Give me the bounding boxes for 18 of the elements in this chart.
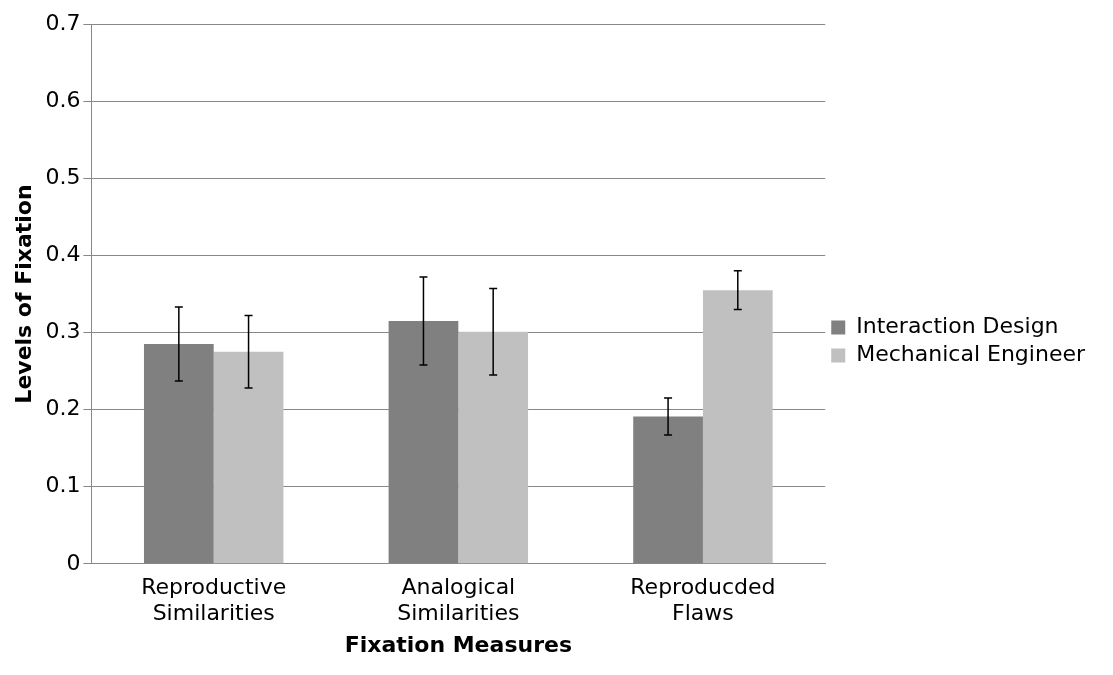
bar [702,290,773,564]
y-tick-label: 0.1 [45,472,81,498]
x-axis-title: Fixation Measures [344,631,573,657]
x-tick-label: Reproducded Flaws [630,573,776,626]
bar [213,351,284,564]
y-tick-label: 0.7 [45,9,81,35]
legend-label: Interaction Design [856,313,1059,339]
bar [458,331,529,564]
y-tick-label: 0.2 [45,395,81,421]
y-tick-label: 0.3 [45,318,81,344]
y-tick-label: 0 [66,549,81,575]
x-tick-label: Analogical Similarities [397,573,520,626]
legend-label: Mechanical Engineer [856,341,1086,367]
y-tick-label: 0.5 [45,164,81,190]
y-axis-title: Levels of Fixation [10,184,36,404]
y-tick-label: 0.6 [45,87,81,112]
y-tick-label: 0.4 [45,241,81,267]
x-tick-label: Reproductive Similarities [141,573,287,626]
